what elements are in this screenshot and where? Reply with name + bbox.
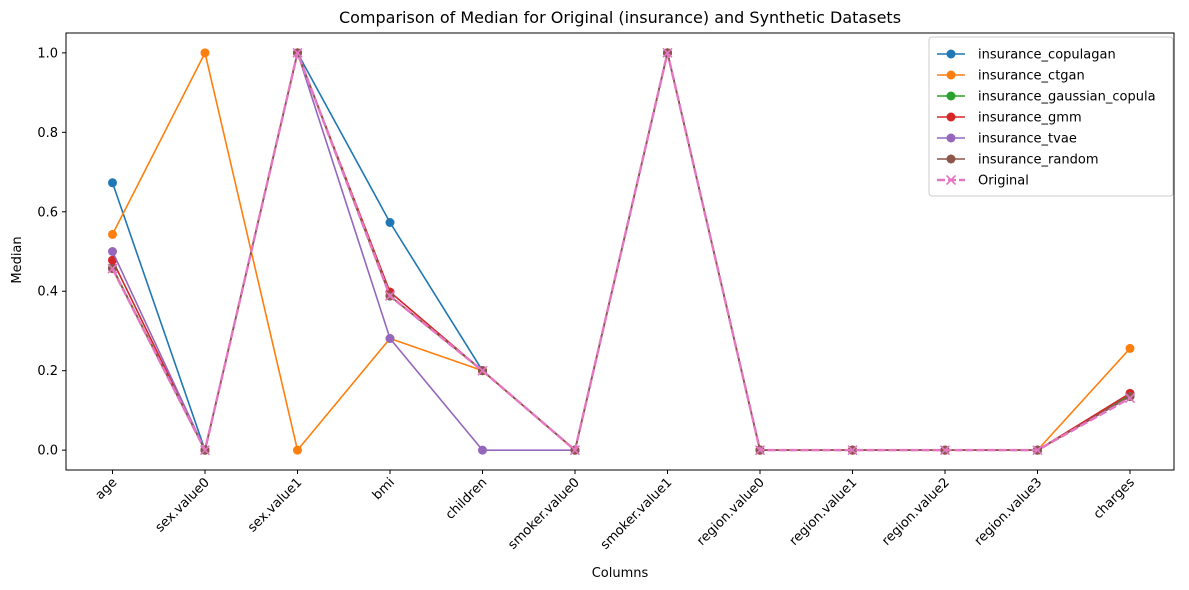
legend-entry: insurance_gaussian_copula — [937, 90, 1156, 105]
chart-title: Comparison of Median for Original (insur… — [339, 8, 901, 27]
data-point-Original — [662, 47, 673, 58]
data-point-Original — [107, 263, 118, 274]
x-tick-label: sex.value0 — [153, 475, 213, 535]
plot-frame — [65, 32, 1175, 471]
x-tick-label: smoker.value1 — [598, 475, 675, 552]
x-tick-label: region.value3 — [972, 475, 1046, 549]
legend-label: Original — [978, 174, 1029, 189]
plot-area — [107, 47, 1136, 456]
x-tick-label: children — [443, 475, 490, 522]
y-axis-label: Median — [10, 236, 25, 283]
data-point-insurance_ctgan — [293, 445, 302, 455]
legend: insurance_copulagan insurance_ctganinsura… — [928, 36, 1174, 197]
data-point-x-stroke — [662, 47, 673, 58]
data-point-x-stroke — [477, 365, 488, 376]
data-point-insurance_tvae — [478, 445, 487, 455]
data-point-Original — [569, 445, 581, 456]
data-point-insurance_ctgan — [1125, 343, 1135, 353]
legend-marker — [945, 174, 957, 186]
data-point-insurance_copulagan — [108, 178, 117, 188]
data-point-Original — [477, 365, 488, 376]
data-point-x-stroke — [754, 445, 766, 456]
data-point-Original — [199, 445, 211, 456]
legend-marker — [946, 112, 956, 122]
data-point-Original — [939, 445, 951, 456]
x-tick-label: region.value0 — [694, 475, 768, 549]
legend-marker — [946, 49, 956, 59]
data-point-x-stroke — [107, 263, 118, 274]
y-tick-label: 0.8 — [37, 126, 58, 141]
x-tick-label: age — [93, 475, 121, 503]
y-tick-label: 0.0 — [37, 444, 58, 459]
x-tick-label: sex.value1 — [245, 475, 305, 535]
legend-marker — [946, 133, 956, 143]
data-point-x-stroke — [1032, 445, 1043, 456]
legend-label: insurance_ctgan — [978, 69, 1085, 84]
legend-label: insurance_gaussian_copula — [978, 90, 1156, 105]
legend-marker — [946, 154, 956, 164]
legend-box — [928, 36, 1174, 197]
legend-entry: insurance_ctgan — [937, 69, 1085, 84]
y-tick-label: 1.0 — [37, 46, 58, 61]
y-tick-label: 0.6 — [37, 205, 58, 220]
legend-label: insurance_copulagan — [978, 48, 1116, 63]
data-point-insurance_tvae — [108, 247, 117, 256]
legend-label: insurance_random — [978, 153, 1098, 168]
x-tick-label: smoker.value0 — [505, 475, 582, 552]
x-tick-label: charges — [1091, 475, 1138, 522]
legend-entry: insurance_gmm — [937, 111, 1082, 126]
data-point-x-stroke — [199, 445, 211, 456]
data-point-insurance_ctgan — [200, 48, 210, 58]
x-tick-label: region.value1 — [787, 475, 861, 549]
data-point-Original — [384, 290, 396, 302]
data-point-x-stroke — [939, 445, 951, 456]
y-tick-label: 0.2 — [37, 364, 58, 379]
data-point-insurance_ctgan — [108, 229, 117, 239]
data-point-Original — [1032, 445, 1043, 456]
data-point-x-stroke — [569, 445, 581, 456]
x-tick-label: bmi — [370, 475, 398, 503]
data-point-x-stroke — [384, 290, 396, 302]
legend-label: insurance_gmm — [978, 111, 1082, 126]
data-point-Original — [847, 445, 858, 456]
legend-entry: insurance_copulagan — [937, 48, 1116, 63]
data-point-Original — [754, 445, 766, 456]
legend-marker — [946, 91, 956, 101]
y-tick-label: 0.4 — [37, 285, 58, 300]
data-point-insurance_tvae — [385, 334, 395, 344]
data-point-x-stroke — [292, 47, 303, 58]
legend-entry: Original — [937, 174, 1029, 189]
x-tick-label: region.value2 — [879, 475, 953, 549]
x-axis-label: Columns — [592, 566, 649, 581]
series-line-Original — [111, 51, 1131, 452]
legend-entry: insurance_random — [937, 153, 1098, 168]
data-point-x-stroke — [847, 445, 858, 456]
legend-entry: insurance_tvae — [937, 132, 1077, 147]
data-point-x-stroke — [1124, 393, 1136, 404]
data-point-insurance_random — [1125, 392, 1135, 402]
data-point-Original — [292, 47, 303, 58]
data-point-Original — [1124, 393, 1136, 404]
data-point-insurance_copulagan — [385, 217, 395, 227]
legend-marker — [946, 70, 956, 80]
legend-label: insurance_tvae — [978, 132, 1077, 147]
